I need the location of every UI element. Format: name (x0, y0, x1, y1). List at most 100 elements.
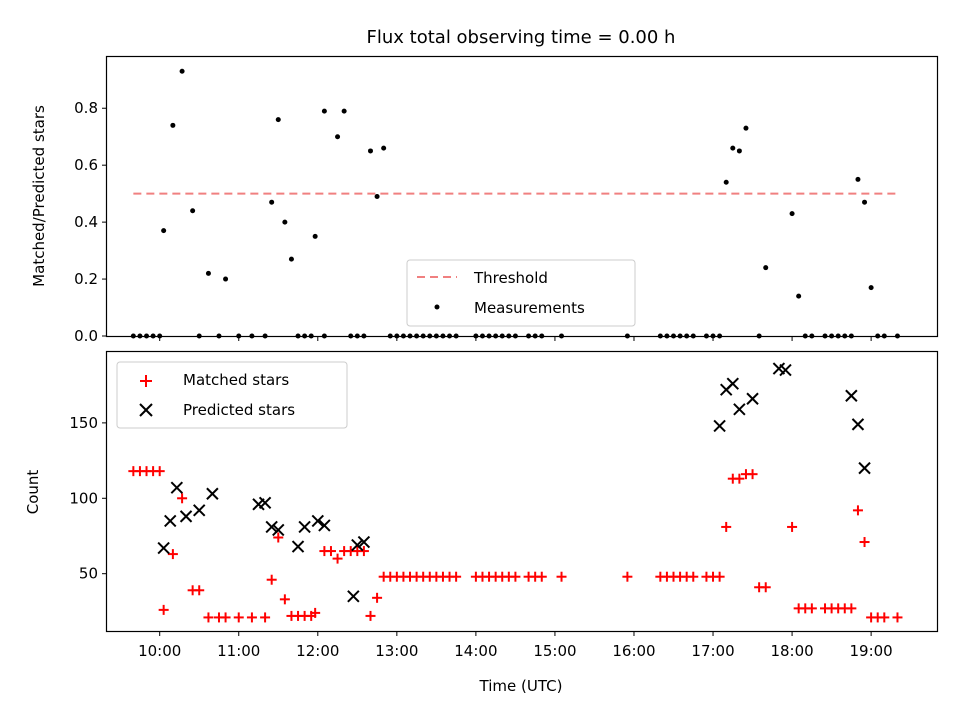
predicted-star-point (291, 540, 305, 553)
measurement-point (763, 265, 769, 271)
matched-star-point (846, 603, 857, 614)
y-tick-label: 0.4 (74, 213, 98, 231)
predicted-star-d2 (851, 418, 865, 431)
matched-star-point (787, 521, 798, 532)
predicted-star-point (845, 389, 858, 402)
predicted-star-d2 (272, 523, 285, 537)
matched-star-point (310, 607, 321, 618)
measurement-point (161, 228, 167, 234)
measurement-point (190, 208, 196, 214)
matched-star-point (203, 612, 214, 623)
predicted-star-point (311, 514, 325, 528)
matched-star-point (154, 466, 165, 477)
measurement-point (282, 219, 288, 225)
x-tick-label: 19:00 (850, 642, 893, 660)
predicted-star-d2 (351, 538, 364, 552)
predicted-star-d2 (157, 541, 170, 555)
measurement-point (868, 285, 874, 291)
matched-star-point (279, 594, 290, 605)
y-tick-label: 50 (79, 565, 98, 583)
measurement-point (855, 176, 861, 182)
predicted-star-d2 (746, 392, 759, 405)
matched-star-point (332, 553, 343, 564)
x-tick-label: 15:00 (533, 642, 576, 660)
count-panel: Count Time (UTC) 50 100 150 10:00 11:00 12:00… (24, 350, 939, 695)
predicted-star-d2 (193, 504, 206, 517)
predicted-star-d2 (179, 510, 193, 523)
measurements-legend-label: Measurements (474, 299, 585, 317)
measurement-point (335, 134, 341, 140)
threshold-legend-label: Threshold (473, 269, 548, 287)
matched-star-point (879, 612, 890, 623)
measurement-point (223, 276, 229, 282)
measurement-point (275, 117, 281, 123)
predicted-star-d2 (347, 590, 360, 603)
predicted-star-point (193, 504, 206, 517)
measurement-point (321, 108, 327, 114)
predicted-star-point (272, 523, 285, 537)
predicted-star-d2 (265, 520, 278, 534)
measurement-point (367, 148, 373, 154)
measurement-point (341, 108, 347, 114)
matched-star-point (852, 505, 863, 516)
predicted-star-d2 (858, 461, 871, 475)
predicted-legend-swatch (139, 403, 153, 417)
ratio-panel: Flux total observing time = 0.00 h Match… (30, 27, 939, 345)
x-tick-label: 13:00 (375, 642, 418, 660)
matched-legend-swatch (140, 375, 152, 387)
predicted-star-point (858, 461, 871, 475)
count-axes-ticks: 50 100 150 10:00 11:00 12:00 13:00 14:00 15:00 16… (69, 414, 892, 660)
y-tick-label: 0.2 (74, 270, 98, 288)
matched-star-point (721, 521, 732, 532)
count-plot-frame (105, 350, 939, 633)
measurement-points (130, 68, 900, 339)
predicted-star-point (347, 590, 360, 603)
predicted-star-d2 (291, 540, 305, 553)
count-legend: Matched stars Predicted stars (116, 361, 348, 429)
measurement-point (269, 199, 275, 205)
matched-star-point (536, 571, 547, 582)
measurement-point (381, 145, 387, 151)
predicted-star-point (779, 363, 792, 377)
matched-star-point (760, 582, 771, 593)
predicted-star-d2 (258, 496, 272, 510)
predicted-star-d2 (713, 419, 726, 433)
ratio-legend-box (406, 259, 636, 327)
measurement-point (179, 68, 185, 74)
predicted-star-point (157, 541, 170, 555)
measurement-point (789, 211, 795, 217)
measurement-point (374, 194, 380, 199)
predicted-star-point (298, 520, 311, 534)
matched-star-point (734, 473, 745, 484)
x-tick-label: 17:00 (691, 642, 734, 660)
matched-star-point (365, 610, 376, 621)
chart-title: Flux total observing time = 0.00 h (367, 27, 676, 48)
predicted-star-d2 (311, 514, 325, 528)
measurement-point (736, 148, 742, 154)
predicted-star-d2 (164, 514, 177, 528)
measurement-point (170, 122, 176, 128)
predicted-star-point (746, 392, 759, 405)
predicted-star-d2 (726, 377, 740, 390)
predicted-star-point (851, 418, 865, 431)
count-x-axis-label: Time (UTC) (479, 677, 563, 695)
predicted-star-point (351, 538, 364, 552)
measurement-point (796, 293, 802, 299)
predicted-star-point (318, 519, 331, 532)
matched-star-point (714, 571, 725, 582)
matched-star-point (372, 592, 383, 603)
y-tick-label: 100 (69, 489, 98, 507)
predicted-star-d2 (779, 363, 792, 377)
measurement-point (288, 256, 294, 262)
count-y-axis-label: Count (24, 470, 42, 515)
matched-star-point (859, 537, 870, 548)
ratio-plot-frame (105, 55, 939, 338)
predicted-star-d2 (772, 362, 786, 375)
matched-star-point (246, 612, 257, 623)
predicted-star-d2 (357, 535, 371, 549)
matched-star-point (622, 571, 633, 582)
measurements-legend-swatch (434, 304, 440, 310)
measurement-point (723, 179, 729, 185)
predicted-star-point (206, 487, 219, 500)
